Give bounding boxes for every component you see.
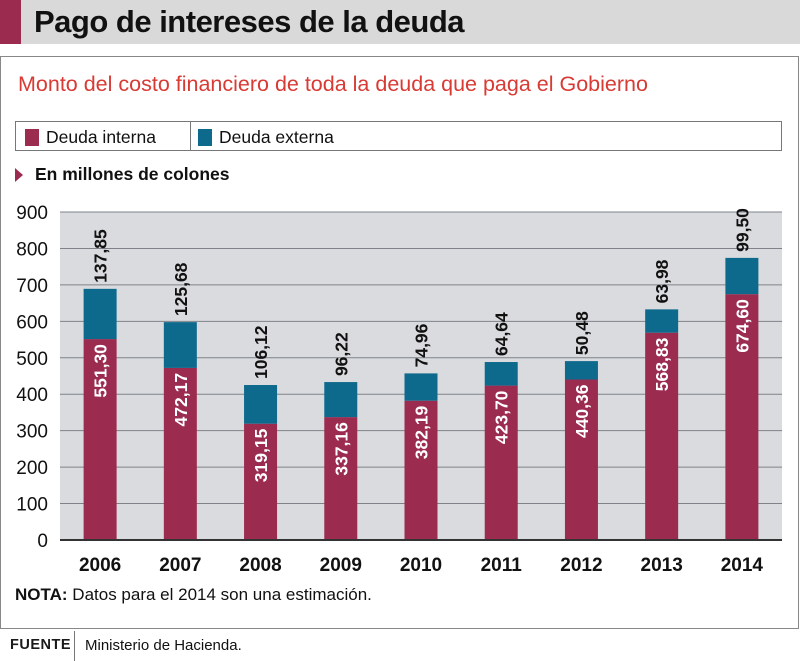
data-label-interna: 382,19: [412, 405, 432, 459]
chart-subtitle: Monto del costo financiero de toda la de…: [18, 72, 648, 96]
y-tick-label: 900: [16, 203, 48, 224]
data-label-interna: 674,60: [732, 299, 752, 353]
data-label-externa: 96,22: [331, 332, 351, 376]
header-accent: [0, 0, 21, 44]
bar-deuda-externa: [324, 382, 358, 418]
data-label-externa: 106,12: [251, 325, 271, 379]
note-text: Datos para el 2014 son una estimación.: [72, 585, 372, 604]
data-label-interna: 551,30: [91, 344, 111, 398]
unit-row: En millones de colones: [15, 164, 230, 185]
y-tick-label: 500: [16, 349, 48, 370]
data-label-externa: 50,48: [572, 311, 592, 355]
x-tick-label: 2014: [721, 555, 764, 576]
bar-deuda-interna: [484, 385, 518, 540]
x-tick-label: 2011: [481, 555, 523, 576]
bar-deuda-externa: [725, 257, 759, 295]
bar-deuda-interna: [244, 423, 278, 540]
data-label-interna: 337,16: [331, 422, 351, 476]
data-label-interna: 568,83: [652, 337, 672, 391]
legend-item-externa: Deuda externa: [198, 127, 334, 148]
legend-label-interna: Deuda interna: [46, 127, 156, 147]
data-label-externa: 63,98: [652, 259, 672, 303]
note-key: NOTA:: [15, 585, 68, 604]
y-tick-label: 300: [16, 422, 48, 443]
y-tick-label: 200: [16, 458, 48, 479]
bar-deuda-externa: [564, 361, 598, 380]
data-label-externa: 74,96: [412, 323, 432, 367]
bar-deuda-interna: [645, 332, 679, 540]
x-tick-label: 2006: [79, 555, 121, 576]
y-tick-label: 100: [16, 495, 48, 516]
x-tick-label: 2007: [159, 555, 201, 576]
footer: FUENTE Ministerio de Hacienda.: [0, 631, 800, 661]
legend-divider: [190, 122, 191, 150]
bar-deuda-externa: [163, 322, 197, 368]
data-label-externa: 99,50: [732, 208, 752, 252]
bar-deuda-interna: [564, 379, 598, 540]
data-label-interna: 423,70: [492, 390, 512, 444]
data-label-externa: 137,85: [91, 229, 111, 283]
source-text: Ministerio de Hacienda.: [85, 637, 242, 654]
bar-chart: 0 100 200 300 400 500 600 700 800 900 551,30 137,85…: [16, 203, 782, 576]
bar-deuda-externa: [484, 362, 518, 386]
bar-deuda-interna: [83, 339, 117, 540]
bar-deuda-externa: [404, 373, 438, 401]
y-tick-label: 700: [16, 276, 48, 297]
legend-label-externa: Deuda externa: [219, 127, 334, 147]
legend-swatch-externa: [198, 129, 212, 146]
x-tick-label: 2012: [560, 555, 602, 576]
header-bar: Pago de intereses de la deuda: [0, 0, 800, 44]
legend-item-interna: Deuda interna: [25, 127, 156, 148]
bar-deuda-interna: [404, 400, 438, 540]
note: NOTA: Datos para el 2014 son una estimac…: [15, 585, 372, 605]
legend-swatch-interna: [25, 129, 39, 146]
bar-deuda-interna: [163, 367, 197, 540]
y-tick-label: 800: [16, 239, 48, 260]
unit-label: En millones de colones: [35, 164, 230, 184]
y-tick-label: 400: [16, 385, 48, 406]
y-tick-label: 600: [16, 312, 48, 333]
data-label-interna: 440,36: [572, 384, 592, 438]
legend: Deuda interna Deuda externa: [15, 121, 782, 151]
source-key: FUENTE: [10, 637, 71, 653]
bar-deuda-interna: [324, 417, 358, 540]
bar-deuda-interna: [725, 294, 759, 540]
bar-deuda-externa: [83, 288, 117, 340]
footer-divider: [74, 631, 75, 661]
data-label-externa: 125,68: [171, 262, 191, 316]
data-label-interna: 319,15: [251, 428, 271, 482]
data-label-interna: 472,17: [171, 373, 191, 427]
x-tick-label: 2013: [641, 555, 683, 576]
bar-deuda-externa: [645, 309, 679, 333]
bar-deuda-externa: [244, 385, 278, 424]
x-tick-label: 2008: [239, 555, 281, 576]
arrow-right-icon: [15, 167, 23, 182]
y-tick-label: 0: [37, 531, 48, 552]
data-label-externa: 64,64: [492, 312, 512, 356]
x-tick-label: 2010: [400, 555, 442, 576]
x-tick-label: 2009: [320, 555, 362, 576]
page-title: Pago de intereses de la deuda: [34, 4, 465, 39]
